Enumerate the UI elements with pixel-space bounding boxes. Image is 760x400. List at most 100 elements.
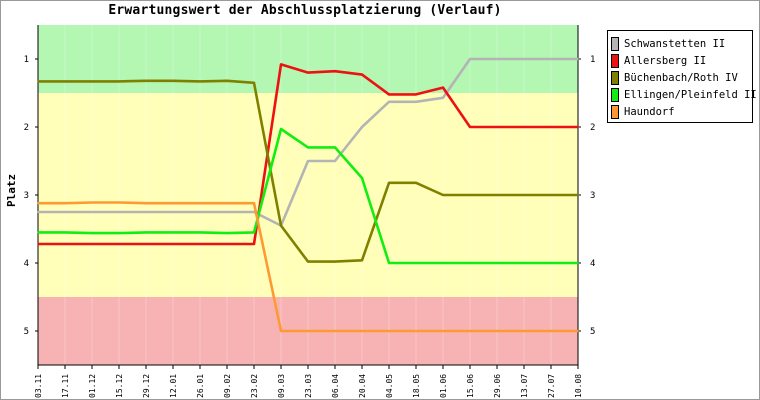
data-point	[91, 243, 93, 245]
data-point	[226, 79, 228, 82]
data-point	[442, 86, 444, 89]
data-point	[523, 58, 525, 60]
data-point	[280, 128, 282, 130]
legend-swatch	[611, 104, 619, 119]
x-tick-label: 29.12	[142, 374, 151, 398]
data-point	[577, 126, 579, 128]
x-tick-label: 29.06	[493, 374, 502, 398]
data-point	[496, 330, 498, 332]
data-point	[388, 330, 390, 332]
data-point	[253, 243, 255, 245]
data-point	[91, 201, 93, 204]
legend-swatch	[611, 36, 619, 51]
data-point	[280, 63, 282, 66]
x-tick-label: 12.01	[169, 374, 178, 398]
data-point	[415, 262, 417, 264]
data-point	[550, 126, 552, 128]
data-point	[226, 202, 228, 204]
data-point	[37, 211, 39, 213]
legend-label: Büchenbach/Roth IV	[624, 71, 738, 84]
y-tick-label-left: 4	[24, 259, 29, 269]
y-tick-label-right: 4	[590, 259, 595, 269]
data-point	[415, 181, 417, 184]
data-point	[415, 93, 417, 96]
data-point	[226, 232, 228, 234]
data-point	[226, 211, 228, 213]
data-point	[388, 181, 390, 184]
legend-item: Haundorf	[608, 103, 752, 120]
chart-title: Erwartungswert der Abschlussplatzierung …	[108, 3, 502, 18]
data-point	[37, 202, 39, 204]
legend-label: Schwanstetten II	[624, 37, 726, 50]
data-point	[172, 243, 174, 245]
legend-label: Haundorf	[624, 105, 675, 118]
data-point	[172, 211, 174, 213]
data-point	[253, 202, 255, 204]
data-point	[307, 71, 309, 74]
data-point	[361, 177, 363, 179]
y-tick-label-right: 3	[590, 191, 595, 201]
data-point	[145, 231, 147, 234]
data-point	[442, 96, 444, 99]
data-point	[361, 330, 363, 332]
x-tick-label: 15.12	[115, 374, 124, 398]
data-point	[550, 194, 552, 196]
data-point	[307, 146, 309, 149]
data-point	[91, 80, 93, 83]
data-point	[523, 262, 525, 264]
data-point	[523, 126, 525, 128]
data-point	[550, 330, 552, 332]
data-point	[334, 70, 336, 73]
data-point	[415, 101, 417, 103]
x-tick-label: 01.06	[439, 374, 448, 398]
data-point	[199, 211, 201, 213]
data-point	[64, 202, 66, 204]
x-tick-label: 20.04	[358, 374, 367, 398]
data-point	[307, 330, 309, 332]
data-point	[496, 58, 498, 60]
y-tick-label-left: 3	[24, 191, 29, 201]
legend-label: Ellingen/Pleinfeld II	[624, 88, 757, 101]
data-point	[280, 330, 282, 332]
data-point	[388, 262, 390, 264]
legend-swatch	[611, 70, 619, 85]
y-tick-label-left: 2	[24, 123, 29, 133]
data-point	[91, 211, 93, 213]
y-tick-label-left: 5	[24, 327, 29, 337]
data-point	[334, 260, 336, 263]
legend-swatch	[611, 87, 619, 102]
y-tick-label-right: 2	[590, 123, 595, 133]
data-point	[199, 80, 201, 83]
data-point	[172, 79, 174, 82]
legend-item: Büchenbach/Roth IV	[608, 69, 752, 86]
data-point	[361, 126, 363, 128]
data-point	[577, 330, 579, 332]
data-point	[64, 231, 66, 234]
data-point	[577, 194, 579, 196]
data-point	[361, 73, 363, 76]
x-tick-label: 03.11	[34, 374, 43, 398]
x-tick-label: 04.05	[385, 374, 394, 398]
y-tick-label-right: 5	[590, 327, 595, 337]
data-point	[550, 262, 552, 264]
data-point	[64, 211, 66, 213]
data-point	[37, 80, 39, 83]
data-point	[307, 160, 309, 162]
data-point	[253, 231, 255, 234]
y-axis-label: Platz	[5, 173, 18, 207]
data-point	[253, 211, 255, 213]
legend-label: Allersberg II	[624, 54, 707, 67]
data-point	[145, 243, 147, 245]
data-point	[496, 262, 498, 264]
data-point	[145, 202, 147, 204]
data-point	[388, 93, 390, 96]
data-point	[199, 231, 201, 234]
data-point	[469, 126, 471, 128]
data-point	[118, 211, 120, 213]
data-point	[37, 231, 39, 234]
legend-swatch	[611, 53, 619, 68]
data-point	[334, 146, 336, 149]
legend-item: Allersberg II	[608, 52, 752, 69]
data-point	[91, 232, 93, 234]
